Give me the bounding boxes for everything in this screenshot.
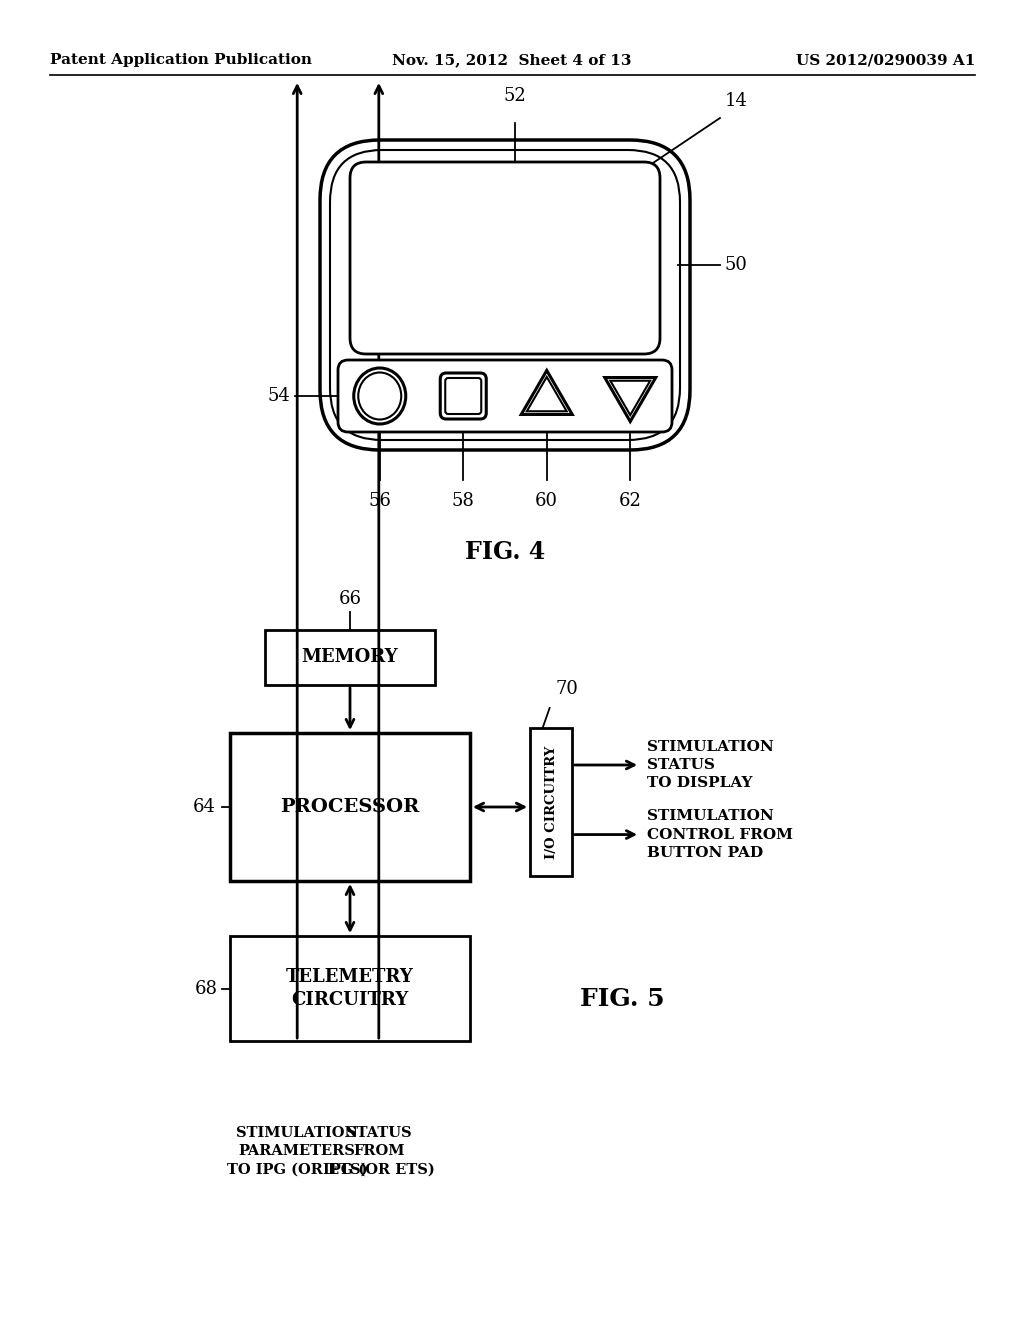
Ellipse shape [353, 368, 406, 424]
Text: STIMULATION
PARAMETERS
TO IPG (OR ETS): STIMULATION PARAMETERS TO IPG (OR ETS) [227, 1126, 368, 1177]
Text: 70: 70 [556, 680, 579, 698]
FancyBboxPatch shape [338, 360, 672, 432]
Text: 68: 68 [195, 979, 218, 998]
Polygon shape [521, 371, 572, 414]
Bar [230, 936, 470, 1041]
Text: I/O CIRCUITRY: I/O CIRCUITRY [545, 746, 557, 859]
Text: 50: 50 [725, 256, 748, 275]
Polygon shape [526, 378, 566, 412]
Text: MEMORY: MEMORY [302, 648, 398, 667]
FancyBboxPatch shape [350, 162, 660, 354]
Text: STIMULATION
CONTROL FROM
BUTTON PAD: STIMULATION CONTROL FROM BUTTON PAD [647, 809, 793, 859]
Text: US 2012/0290039 A1: US 2012/0290039 A1 [796, 53, 975, 67]
Text: 58: 58 [452, 492, 475, 510]
Text: 56: 56 [369, 492, 391, 510]
Text: 52: 52 [504, 87, 526, 106]
Polygon shape [605, 378, 655, 421]
FancyBboxPatch shape [445, 378, 481, 414]
Text: 62: 62 [618, 492, 642, 510]
Text: 60: 60 [536, 492, 558, 510]
Text: 66: 66 [339, 590, 361, 609]
FancyBboxPatch shape [440, 374, 486, 418]
Ellipse shape [358, 372, 401, 420]
Polygon shape [610, 380, 650, 414]
Text: 54: 54 [267, 387, 290, 405]
Text: Patent Application Publication: Patent Application Publication [50, 53, 312, 67]
Text: PROCESSOR: PROCESSOR [281, 799, 420, 816]
Text: TELEMETRY
CIRCUITRY: TELEMETRY CIRCUITRY [286, 968, 414, 1010]
Text: FIG. 5: FIG. 5 [580, 987, 665, 1011]
Text: STIMULATION
STATUS
TO DISPLAY: STIMULATION STATUS TO DISPLAY [647, 739, 774, 791]
Bar [265, 630, 435, 685]
Text: FIG. 4: FIG. 4 [465, 540, 545, 564]
Text: 14: 14 [725, 92, 748, 110]
Text: STATUS
FROM
IPG (OR ETS): STATUS FROM IPG (OR ETS) [323, 1126, 434, 1177]
FancyBboxPatch shape [319, 140, 690, 450]
Bar [230, 733, 470, 880]
Text: Nov. 15, 2012  Sheet 4 of 13: Nov. 15, 2012 Sheet 4 of 13 [392, 53, 632, 67]
Text: 64: 64 [194, 799, 216, 816]
Bar [530, 729, 572, 876]
